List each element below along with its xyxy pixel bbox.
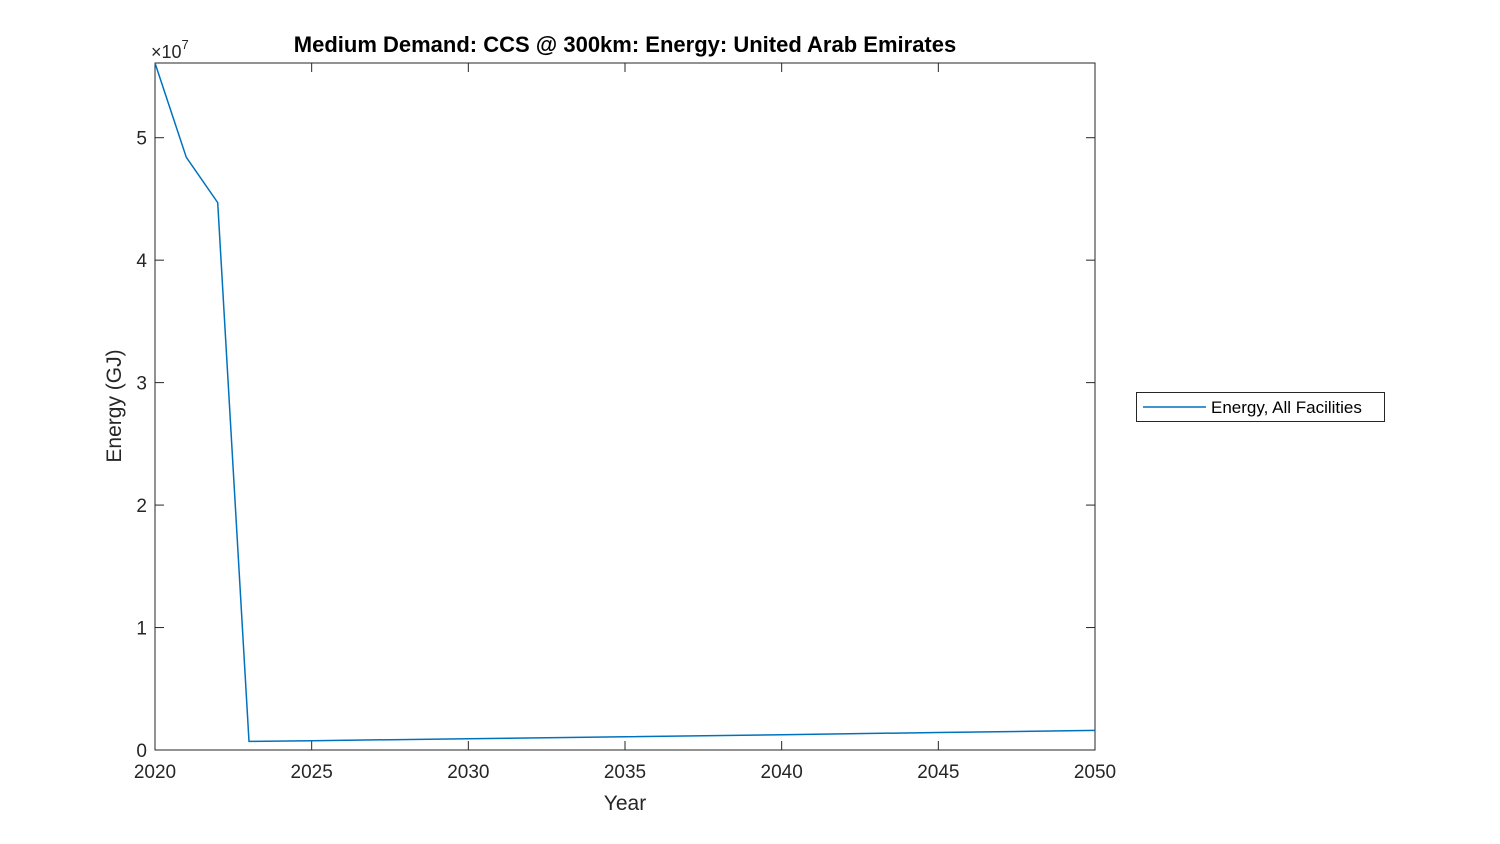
x-tick-label: 2050 <box>1074 762 1116 783</box>
plot-box <box>154 62 1096 751</box>
energy-series-line[interactable] <box>154 62 1096 743</box>
axes-layer: 2020 2025 2030 2035 2040 2045 2050 0 1 2 3 4 5 <box>134 62 1116 783</box>
y-axis-exponent-base: ×10 <box>151 42 182 62</box>
legend-label: Energy, All Facilities <box>1211 398 1362 417</box>
y-axis-label: Energy (GJ) <box>103 349 126 462</box>
chart-title: Medium Demand: CCS @ 300km: Energy: Unit… <box>294 32 956 57</box>
y-tick-label: 2 <box>136 496 147 517</box>
y-tick-label: 3 <box>136 374 147 395</box>
y-tick-label: 0 <box>136 741 147 762</box>
x-axis-label: Year <box>604 792 646 815</box>
x-tick-label: 2045 <box>917 762 959 783</box>
y-tick-label: 1 <box>136 619 147 640</box>
y-tick-label: 5 <box>136 129 147 150</box>
legend-box[interactable]: Energy, All Facilities <box>1136 392 1385 422</box>
x-tick-label: 2035 <box>604 762 646 783</box>
y-tick-label: 4 <box>136 251 147 272</box>
x-tick-label: 2025 <box>291 762 333 783</box>
x-tick-label: 2040 <box>761 762 803 783</box>
y-axis-exponent-power: 7 <box>182 37 189 52</box>
x-tick-label: 2020 <box>134 762 176 783</box>
x-tick-label: 2030 <box>447 762 489 783</box>
y-axis-exponent: ×107 <box>151 37 189 62</box>
